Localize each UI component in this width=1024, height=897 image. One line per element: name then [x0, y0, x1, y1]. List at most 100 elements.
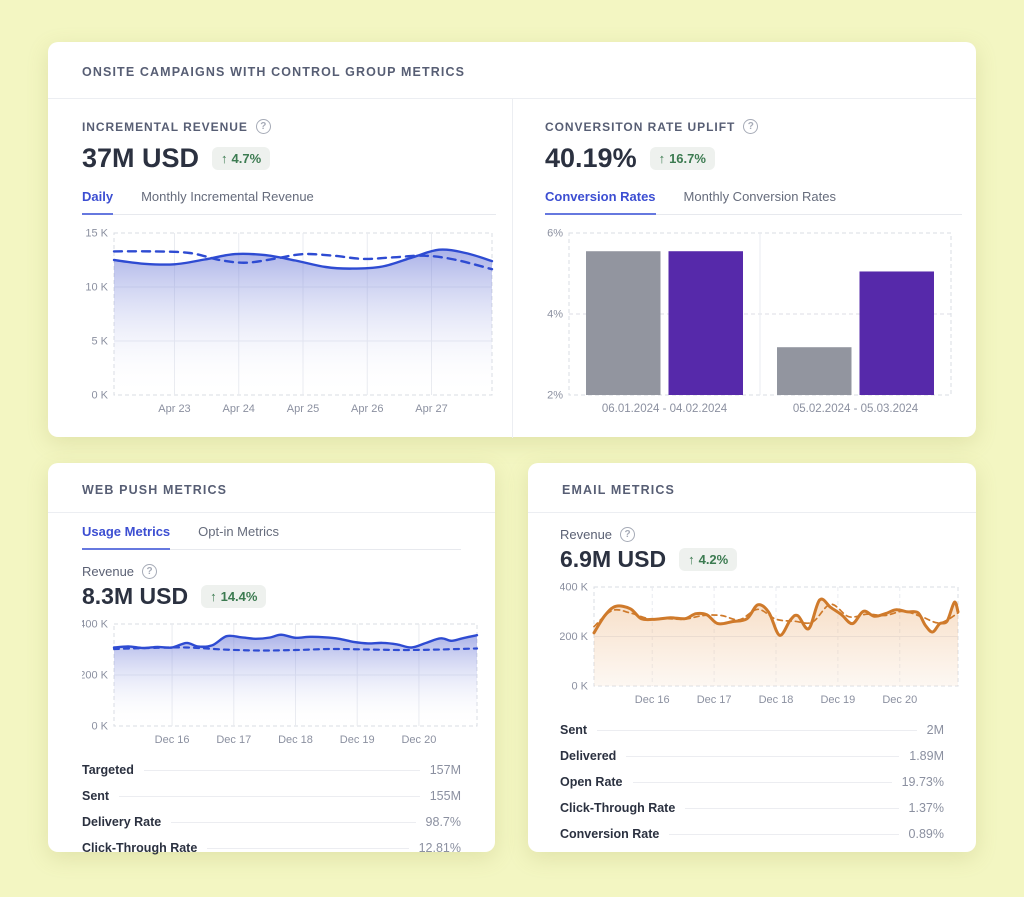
delta-badge: ↑ 4.2%	[679, 548, 738, 571]
delta-badge: ↑ 16.7%	[649, 147, 715, 170]
leader-line	[207, 847, 409, 849]
onsite-campaigns-card: ONSITE CAMPAIGNS WITH CONTROL GROUP METR…	[48, 42, 976, 438]
table-row: Click-Through Rate 12.81%	[82, 835, 461, 861]
metric-value: 0.89%	[908, 827, 944, 841]
table-row: Click-Through Rate 1.37%	[560, 795, 944, 821]
svg-text:Dec 18: Dec 18	[759, 694, 794, 706]
leader-line	[597, 729, 917, 731]
tab-daily[interactable]: Daily	[82, 189, 114, 215]
svg-text:6%: 6%	[547, 228, 563, 240]
card-title: EMAIL METRICS	[562, 483, 676, 497]
svg-text:Apr 26: Apr 26	[351, 403, 383, 415]
delta-value: 4.7%	[231, 151, 262, 166]
table-row: Open Rate 19.73%	[560, 769, 944, 795]
email-metrics-table: Sent 2M Delivered 1.89M Open Rate 19.73% Click…	[528, 713, 976, 847]
svg-text:Dec 17: Dec 17	[216, 734, 251, 746]
card-header: ONSITE CAMPAIGNS WITH CONTROL GROUP METR…	[48, 42, 976, 99]
up-arrow-icon: ↑	[658, 151, 666, 166]
table-row: Targeted 157M	[82, 757, 461, 783]
section-title: INCREMENTAL REVENUE	[82, 119, 248, 134]
tab-opt-in-metrics[interactable]: Opt-in Metrics	[198, 524, 280, 539]
metric-label: Sent	[82, 789, 110, 803]
metric-value: 155M	[429, 789, 461, 803]
card-title: ONSITE CAMPAIGNS WITH CONTROL GROUP METR…	[82, 65, 466, 79]
conversion-uplift-value: 40.19%	[545, 143, 637, 173]
card-title: WEB PUSH METRICS	[82, 483, 228, 497]
svg-text:Dec 18: Dec 18	[278, 734, 313, 746]
email-metrics-card: EMAIL METRICS Revenue ? 6.9M USD ↑ 4.2% …	[528, 463, 976, 852]
metric-value: 1.37%	[908, 801, 944, 815]
svg-text:06.01.2024 - 04.02.2024: 06.01.2024 - 04.02.2024	[602, 403, 728, 415]
help-icon[interactable]: ?	[743, 119, 759, 134]
tab-conversion-rates[interactable]: Conversion Rates	[545, 189, 656, 215]
leader-line	[669, 833, 899, 835]
svg-text:200 K: 200 K	[82, 670, 109, 682]
leader-line	[143, 769, 420, 771]
card-header: EMAIL METRICS	[528, 463, 976, 513]
metric-label: Click-Through Rate	[560, 801, 676, 815]
svg-text:400 K: 400 K	[560, 582, 589, 594]
incremental-revenue-value: 37M USD	[82, 143, 200, 173]
incremental-revenue-section: INCREMENTAL REVENUE ? 37M USD ↑ 4.7% Dai…	[48, 99, 513, 438]
conversion-rate-bar-chart: 2% 4% 6% 06.01.2024 - 04.02.2024 05.02.2024 …	[547, 228, 952, 415]
svg-text:0 K: 0 K	[91, 721, 108, 733]
metric-value: 98.7%	[425, 815, 461, 829]
web-push-metrics-card: WEB PUSH METRICS Usage Metrics Opt-in Me…	[48, 463, 495, 855]
delta-badge: ↑ 14.4%	[201, 585, 267, 608]
svg-text:05.02.2024 - 05.03.2024: 05.02.2024 - 05.03.2024	[793, 403, 919, 415]
card-header: WEB PUSH METRICS	[48, 463, 495, 513]
metric-label: Click-Through Rate	[82, 841, 198, 855]
conversion-uplift-tabs: Conversion Rates Monthly Conversion Rate…	[545, 189, 962, 215]
metric-value: 1.89M	[909, 749, 944, 763]
incremental-revenue-chart: 0 K 5 K 10 K 15 K Apr 23 Apr 24 Apr 25 Apr 26 Ap…	[85, 228, 494, 415]
svg-text:10 K: 10 K	[85, 282, 108, 294]
svg-text:4%: 4%	[547, 309, 563, 321]
svg-text:5 K: 5 K	[91, 336, 108, 348]
svg-text:Apr 24: Apr 24	[223, 403, 255, 415]
metric-label: Revenue	[560, 527, 613, 542]
metric-value: 12.81%	[418, 841, 461, 855]
up-arrow-icon: ↑	[688, 552, 695, 567]
tab-usage-metrics[interactable]: Usage Metrics	[82, 524, 171, 550]
svg-text:0 K: 0 K	[571, 681, 588, 693]
tab-monthly-incremental-revenue[interactable]: Monthly Incremental Revenue	[141, 189, 314, 204]
up-arrow-icon: ↑	[221, 151, 228, 166]
delta-value: 14.4%	[220, 589, 258, 604]
delta-badge: ↑ 4.7%	[212, 147, 271, 170]
tab-monthly-conversion-rates[interactable]: Monthly Conversion Rates	[683, 189, 837, 204]
svg-text:0 K: 0 K	[91, 390, 108, 402]
up-arrow-icon: ↑	[210, 589, 217, 604]
metric-label: Open Rate	[560, 775, 623, 789]
metric-label: Conversion Rate	[560, 827, 660, 841]
svg-text:Dec 20: Dec 20	[401, 734, 436, 746]
svg-text:200 K: 200 K	[560, 631, 589, 643]
svg-text:Dec 16: Dec 16	[635, 694, 670, 706]
conversion-uplift-section: CONVERSITON RATE UPLIFT ? 40.19% ↑ 16.7%…	[513, 99, 976, 438]
svg-text:Dec 19: Dec 19	[820, 694, 855, 706]
table-row: Sent 155M	[82, 783, 461, 809]
svg-text:Apr 27: Apr 27	[415, 403, 447, 415]
leader-line	[171, 821, 416, 823]
metric-label: Delivery Rate	[82, 815, 162, 829]
help-icon[interactable]: ?	[620, 527, 636, 542]
table-row: Delivered 1.89M	[560, 743, 944, 769]
section-title: CONVERSITON RATE UPLIFT	[545, 119, 736, 134]
delta-value: 4.2%	[698, 552, 729, 567]
metric-value: 157M	[429, 763, 461, 777]
metric-value: 19.73%	[901, 775, 944, 789]
svg-text:15 K: 15 K	[85, 228, 108, 240]
metric-label: Targeted	[82, 763, 134, 777]
metric-label: Sent	[560, 723, 588, 737]
incremental-revenue-tabs: Daily Monthly Incremental Revenue	[82, 189, 496, 215]
svg-text:2%: 2%	[547, 390, 563, 402]
table-row: Delivery Rate 98.7%	[82, 809, 461, 835]
metric-label: Delivered	[560, 749, 617, 763]
help-icon[interactable]: ?	[255, 119, 271, 134]
leader-line	[626, 755, 900, 757]
leader-line	[119, 795, 420, 797]
svg-text:Dec 20: Dec 20	[882, 694, 917, 706]
table-row: Conversion Rate 0.89%	[560, 821, 944, 847]
svg-text:Apr 25: Apr 25	[287, 403, 319, 415]
help-icon[interactable]: ?	[142, 564, 158, 579]
svg-text:Dec 19: Dec 19	[340, 734, 375, 746]
